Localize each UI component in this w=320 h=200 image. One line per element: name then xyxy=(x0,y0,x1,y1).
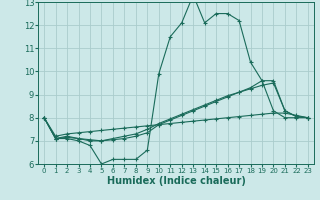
X-axis label: Humidex (Indice chaleur): Humidex (Indice chaleur) xyxy=(107,176,245,186)
